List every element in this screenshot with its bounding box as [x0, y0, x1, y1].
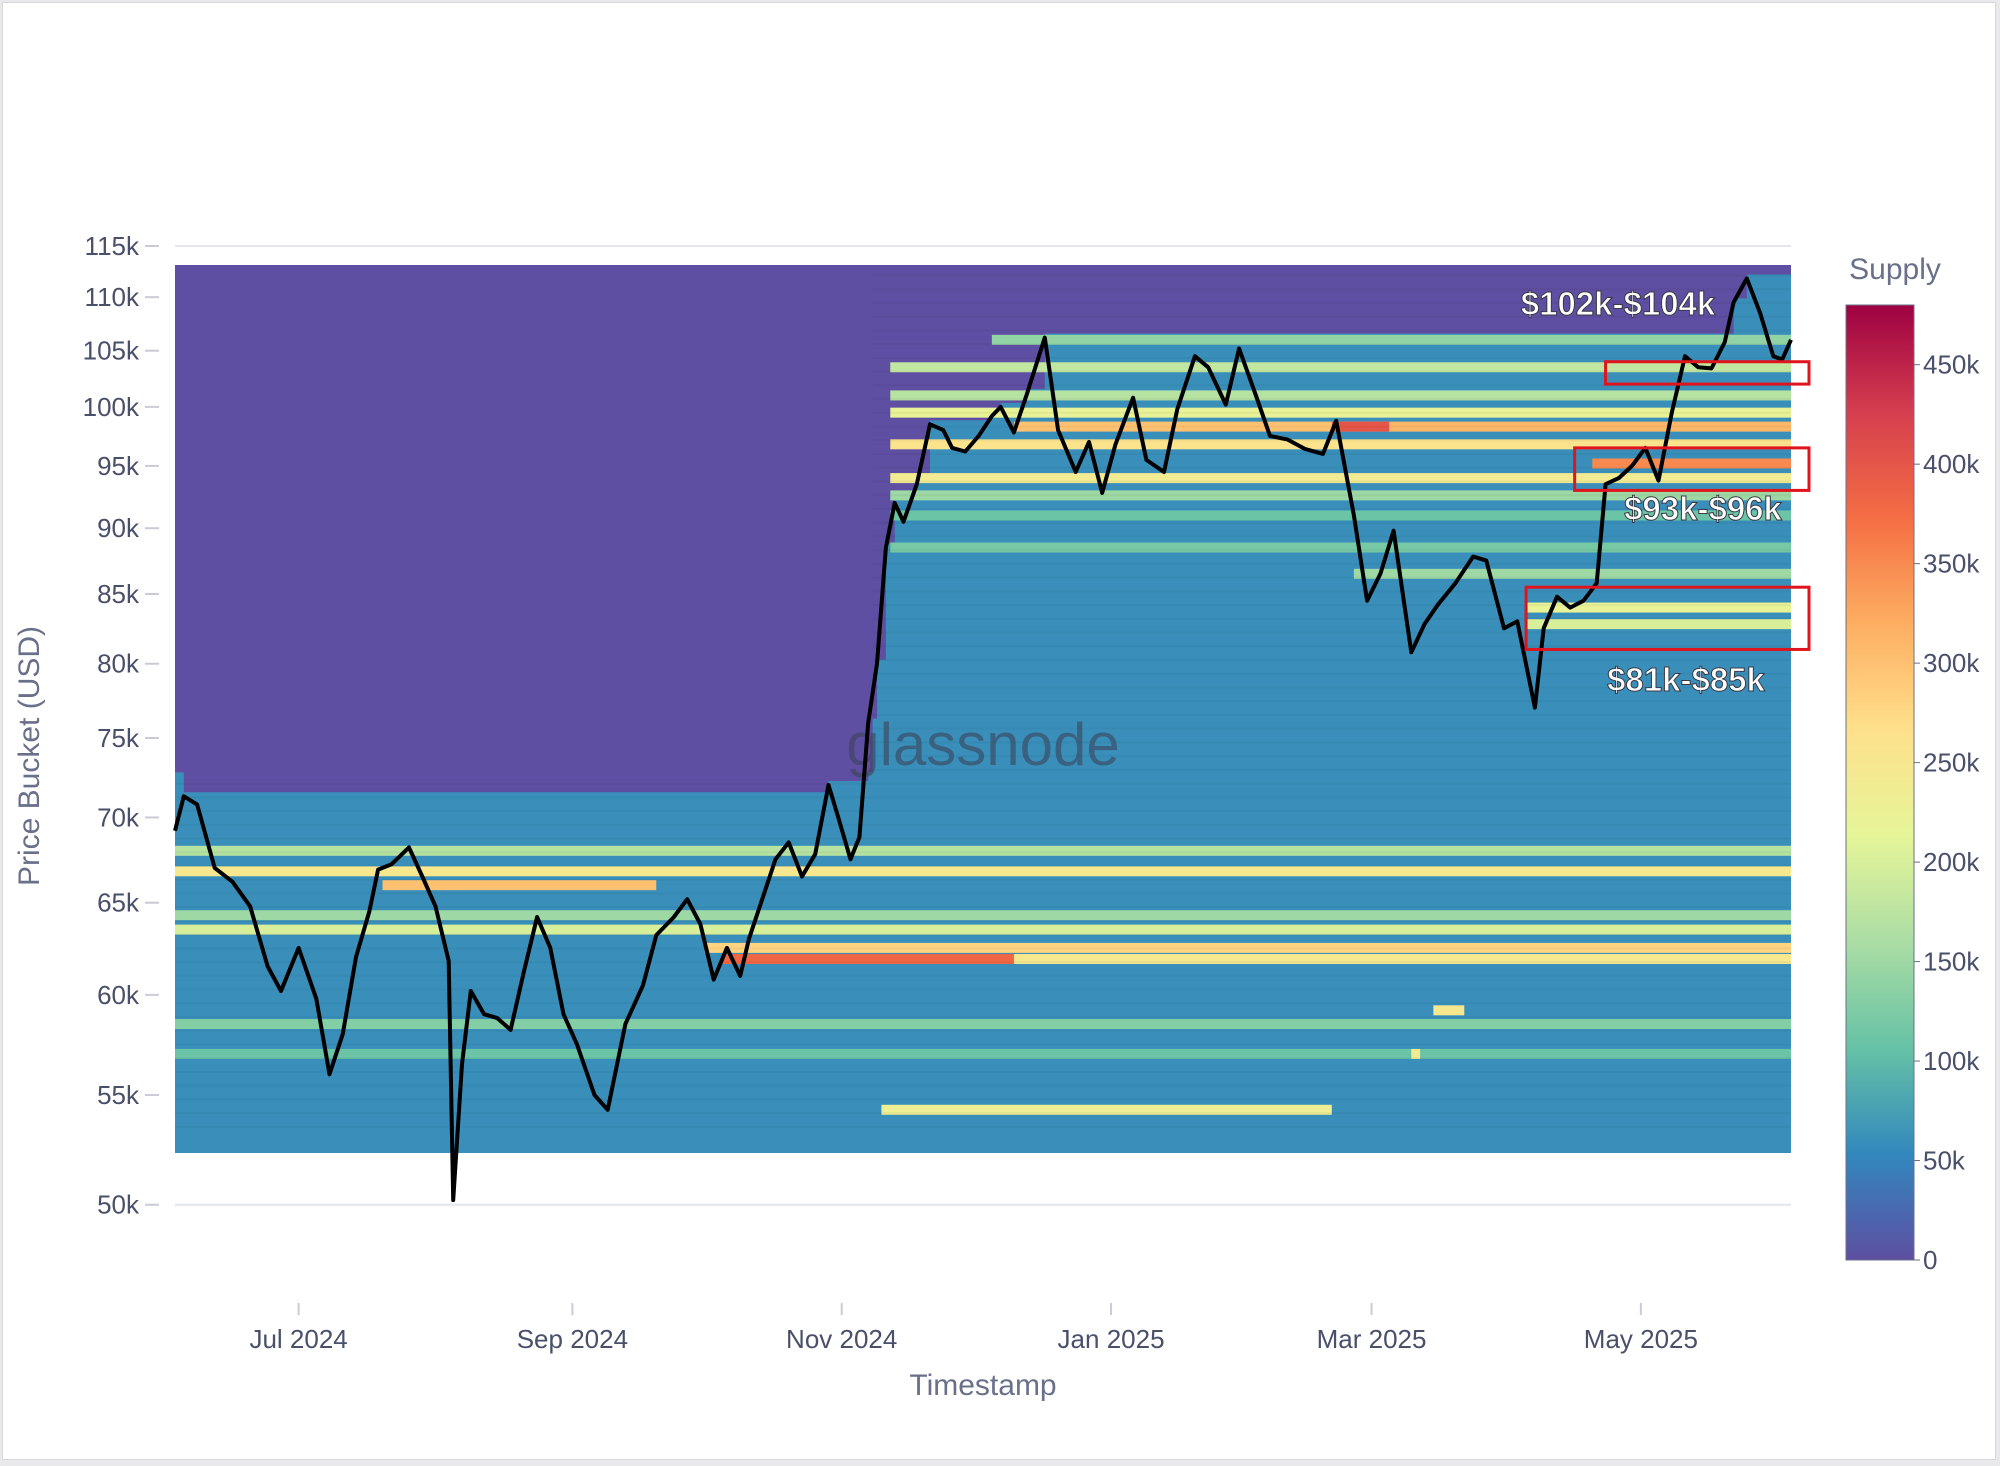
heatmap-band [382, 880, 657, 891]
annotation-label: $93k-$96k [1624, 490, 1782, 527]
y-axis-title: Price Bucket (USD) [13, 626, 46, 886]
heatmap-band [890, 362, 1791, 373]
heatmap-band [1526, 602, 1791, 613]
heatmap-band [1411, 1048, 1421, 1059]
heatmap-band [175, 1048, 1791, 1059]
x-tick-label: Sep 2024 [517, 1324, 628, 1354]
y-tick-label: 70k [97, 802, 140, 832]
heatmap-band [175, 910, 1791, 921]
x-tick-label: Jul 2024 [249, 1324, 347, 1354]
heatmap-band [175, 866, 1791, 877]
annotation-box [1524, 585, 1811, 651]
annotation-label: $81k-$85k [1607, 661, 1765, 698]
annotation-label: $102k-$104k [1521, 285, 1716, 322]
colorbar-tick-label: 400k [1923, 449, 1980, 479]
colorbar-tick-label: 350k [1923, 549, 1980, 579]
y-tick-label: 60k [97, 980, 140, 1010]
annotation-box [1573, 446, 1811, 492]
y-tick-label: 65k [97, 888, 140, 918]
heatmap-band [890, 390, 1791, 401]
y-tick-label: 85k [97, 579, 140, 609]
heatmap [175, 265, 1791, 1153]
colorbar-tick-label: 0 [1923, 1245, 1937, 1275]
colorbar-tick-label: 50k [1923, 1146, 1966, 1176]
heatmap-band [890, 473, 1791, 484]
y-tick-label: 105k [83, 336, 140, 366]
x-axis-title: Timestamp [909, 1369, 1056, 1402]
heatmap-band [1371, 421, 1791, 432]
colorbar-ramp [1845, 304, 1915, 1261]
y-tick-label: 90k [97, 513, 140, 543]
annotation-box [1604, 360, 1811, 386]
heatmap-band [722, 953, 1014, 964]
x-tick-label: Jan 2025 [1058, 1324, 1165, 1354]
y-tick-label: 55k [97, 1080, 140, 1110]
colorbar-ticks: 0 50k 100k 150k 200k 250k 300k 350k 400k 450k [1914, 350, 1980, 1275]
colorbar: Supply 0 50k 100k 150k 200k 250k 300k 350k 400k 4… [1845, 253, 1980, 1275]
heatmap-band [890, 407, 1791, 418]
heatmap-band [1353, 568, 1791, 579]
colorbar-tick-label: 300k [1923, 648, 1980, 678]
heatmap-band [1013, 421, 1372, 432]
heatmap-band [1013, 953, 1791, 964]
x-axis-ticks: Jul 2024 Sep 2024 Nov 2024 Jan 2025 Mar 2025… [249, 1303, 1698, 1354]
heatmap-band [1526, 619, 1791, 630]
x-tick-label: Mar 2025 [1317, 1324, 1427, 1354]
y-axis-ticks: 50k 55k 60k 65k 70k 75k 80k 85k 90k 95k 100k 105k 11… [83, 231, 159, 1220]
heatmap-band [704, 942, 1791, 953]
heatmap-band [1433, 1005, 1465, 1016]
heatmap-band [890, 510, 1791, 521]
y-tick-label: 100k [83, 392, 140, 422]
price-series-line [173, 276, 1793, 1203]
chart-svg: glassnode $102k-$104k$93k-$96k$81k-$85k … [13, 231, 1980, 1402]
y-tick-label: 80k [97, 649, 140, 679]
x-tick-label: Nov 2024 [786, 1324, 897, 1354]
y-tick-label: 50k [97, 1190, 140, 1220]
y-tick-label: 75k [97, 723, 140, 753]
heatmap-band [890, 490, 1791, 501]
colorbar-title: Supply [1849, 253, 1941, 286]
heatmap-band [991, 334, 1791, 345]
x-tick-label: May 2025 [1584, 1324, 1698, 1354]
heatmap-band [890, 542, 1791, 553]
heatmap-band [175, 845, 1791, 856]
colorbar-tick-label: 200k [1923, 847, 1980, 877]
watermark: glassnode [846, 711, 1120, 778]
y-tick-label: 115k [85, 231, 140, 261]
colorbar-tick-label: 450k [1923, 350, 1980, 380]
heatmap-band [1592, 458, 1791, 469]
colorbar-tick-label: 100k [1923, 1046, 1980, 1076]
colorbar-tick-label: 250k [1923, 748, 1980, 778]
annotations: $102k-$104k $93k-$96k $81k-$85k [1520, 285, 1811, 699]
heatmap-band [881, 1104, 1332, 1115]
heatmap-band [175, 1019, 1791, 1030]
price-line [173, 276, 1793, 1203]
heatmap-empty [175, 265, 873, 773]
heatmap-band [1331, 421, 1390, 432]
colorbar-tick-label: 150k [1923, 947, 1980, 977]
y-tick-label: 110k [85, 282, 140, 312]
heatmap-band [175, 924, 1791, 935]
y-tick-label: 95k [97, 451, 140, 481]
